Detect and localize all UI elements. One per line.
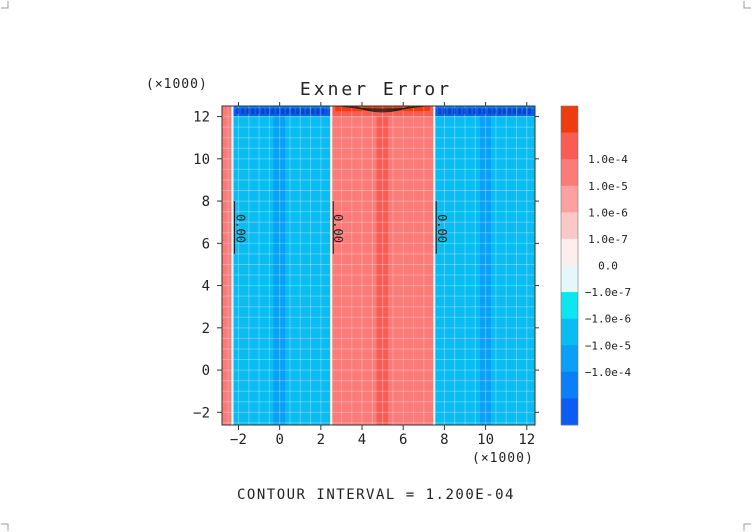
contour-interval-footer: CONTOUR INTERVAL = 1.200E-04 <box>237 487 515 503</box>
y-tick-label: 6 <box>202 236 210 252</box>
colorbar <box>560 105 579 426</box>
top-boundary-blue-edge-1 <box>434 106 535 109</box>
colorbar-swatch <box>561 185 578 213</box>
x-tick-label: 8 <box>440 432 448 448</box>
x-tick-label: 4 <box>358 432 366 448</box>
heatmap-region-0 <box>222 106 233 425</box>
chart-title: Exner Error <box>300 79 452 100</box>
y-tick-label: 12 <box>193 110 210 126</box>
colorbar-swatch <box>561 212 578 240</box>
y-tick-label: 8 <box>202 194 210 210</box>
colorbar-swatch <box>561 292 578 319</box>
top-contour-line-red <box>354 105 412 113</box>
top-boundary-blue-edge-0 <box>232 106 332 109</box>
x-tick-label: 2 <box>317 432 325 448</box>
colorbar-label: 1.0e-4 <box>588 153 628 166</box>
zero-boundary-strip-1 <box>330 106 333 425</box>
colorbar-label: −1.0e-4 <box>585 366 632 379</box>
y-tick-label: 4 <box>202 279 210 295</box>
y-axis-ticks: −2 0 2 4 6 8 10 12 <box>193 110 539 421</box>
colorbar-swatch <box>561 345 578 373</box>
colorbar-frame <box>560 105 579 426</box>
y-tick-label: −2 <box>193 405 210 421</box>
y-axis-scale-label: (×1000) <box>146 77 208 92</box>
contour-label-0: 0.00 <box>233 214 247 243</box>
colorbar-swatch <box>561 159 578 187</box>
heatmap-region-2 <box>273 106 286 425</box>
colorbar-swatch <box>561 238 578 266</box>
plot-frame <box>221 105 536 426</box>
contour-label-2: 0.00 <box>435 214 449 243</box>
top-contour-line-red <box>349 105 417 112</box>
heatmap-region-9 <box>491 106 535 425</box>
colorbar-label: 1.0e-5 <box>588 180 628 193</box>
colorbar-label: −1.0e-5 <box>585 339 631 352</box>
colorbar-swatch <box>561 398 578 426</box>
zero-boundary-strip-0 <box>231 106 234 425</box>
x-tick-label: 12 <box>518 432 535 448</box>
heatmap-region-5 <box>376 106 389 425</box>
heatmap-region-8 <box>479 106 492 425</box>
heatmap-region-3 <box>285 106 332 425</box>
colorbar-label: 1.0e-7 <box>588 233 628 246</box>
colorbar-swatch <box>561 371 578 399</box>
colorbar-label: 1.0e-6 <box>588 206 628 219</box>
colorbar-swatch <box>561 265 578 293</box>
plot-grid <box>222 105 535 425</box>
colorbar-label: 0.0 <box>598 260 618 273</box>
colorbar-swatch <box>561 132 578 160</box>
heatmap-region-4 <box>331 106 377 425</box>
y-tick-label: 0 <box>202 363 210 379</box>
contour-labels: 0.00 0.00 0.00 <box>233 214 449 243</box>
heatmap-region-7 <box>434 106 480 425</box>
colorbar-labels: 1.0e-4 1.0e-5 1.0e-6 1.0e-7 0.0 −1.0e-7 −1.0e-… <box>585 153 632 379</box>
y-tick-label: 10 <box>193 152 210 168</box>
heatmap-region-6 <box>388 106 435 425</box>
zero-boundary-strip-2 <box>433 106 436 425</box>
top-contour-line-red <box>344 105 422 111</box>
colorbar-label: −1.0e-6 <box>585 313 631 326</box>
colorbar-label: −1.0e-7 <box>585 286 631 299</box>
x-axis-ticks: −2 0 2 4 6 8 10 12 <box>230 102 535 448</box>
contour-label-1: 0.00 <box>331 214 345 243</box>
x-axis-scale-label: (×1000) <box>472 451 534 466</box>
colorbar-swatch <box>561 318 578 346</box>
y-tick-label: 2 <box>202 321 210 337</box>
x-tick-label: −2 <box>230 432 247 448</box>
heatmap-regions <box>222 106 535 425</box>
colorbar-swatch <box>561 106 578 133</box>
top-boundary-red-core <box>335 106 430 111</box>
x-tick-label: 6 <box>399 432 407 448</box>
x-tick-label: 0 <box>275 432 283 448</box>
contour-lines <box>233 105 531 254</box>
heatmap-region-1 <box>232 106 274 425</box>
x-tick-label: 10 <box>477 432 494 448</box>
